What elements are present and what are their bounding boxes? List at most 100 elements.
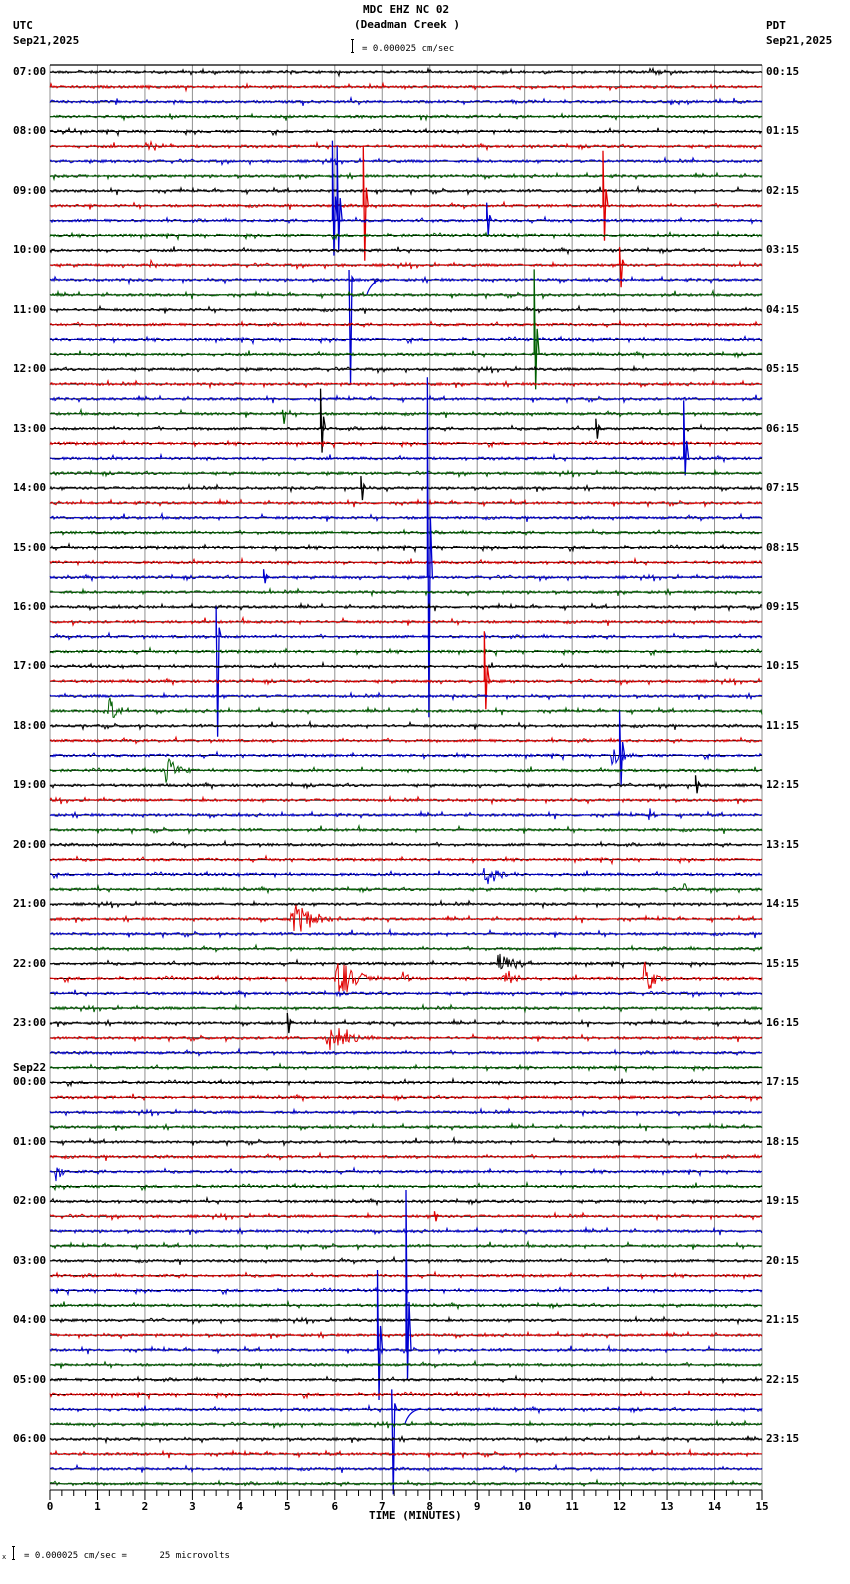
trace-row xyxy=(49,423,763,433)
trace-row xyxy=(49,735,763,745)
trace-row xyxy=(49,1374,763,1385)
trace-row xyxy=(49,468,763,479)
pdt-time-label: 11:15 xyxy=(766,718,800,732)
right-date: Sep21,2025 xyxy=(766,34,833,47)
utc-time-label: 19:00 xyxy=(13,778,47,792)
trace-row xyxy=(49,943,763,953)
trace-row xyxy=(49,556,763,567)
x-tick-label: 4 xyxy=(237,1500,244,1513)
trace-row xyxy=(49,528,763,536)
trace-row xyxy=(49,407,763,419)
trace-row xyxy=(49,319,763,329)
x-tick-label: 11 xyxy=(566,1500,580,1513)
utc-time-label: 11:00 xyxy=(13,302,47,316)
trace-row xyxy=(49,854,763,866)
x-tick-label: 15 xyxy=(755,1500,768,1513)
trace-row xyxy=(49,697,763,719)
trace-row xyxy=(49,677,763,687)
utc-time-label: 20:00 xyxy=(13,837,47,851)
trace-row xyxy=(49,953,763,970)
trace-row xyxy=(49,899,763,910)
footer-prefix: x xyxy=(2,1553,7,1561)
trace-row xyxy=(49,631,763,641)
trace-row xyxy=(49,868,763,885)
scale-bar-icon xyxy=(351,39,354,53)
trace-row xyxy=(49,1062,763,1074)
trace-row xyxy=(49,511,763,523)
utc-time-label: 03:00 xyxy=(13,1253,47,1267)
trace-row xyxy=(49,246,763,256)
x-tick-label: 3 xyxy=(189,1500,196,1513)
utc-time-label: 17:00 xyxy=(13,659,47,673)
pdt-time-label: 22:15 xyxy=(766,1372,800,1386)
trace-row xyxy=(49,482,763,494)
utc-time-label: 15:00 xyxy=(13,540,47,554)
pdt-time-label: 13:15 xyxy=(766,837,800,851)
trace-row xyxy=(49,927,763,939)
pdt-time-label: 06:15 xyxy=(766,421,800,435)
trace-row xyxy=(49,304,762,314)
trace-row xyxy=(49,258,763,271)
trace-row xyxy=(49,1002,763,1014)
trace-row xyxy=(49,364,763,375)
trace-row xyxy=(49,1166,762,1182)
trace-row xyxy=(49,1017,763,1028)
trace-row xyxy=(49,839,763,849)
date-change-label: Sep22 xyxy=(13,1061,47,1075)
utc-time-label: 14:00 xyxy=(13,481,47,495)
trace-row xyxy=(49,615,763,627)
utc-time-label: 04:00 xyxy=(13,1313,47,1327)
trace-row xyxy=(49,587,763,598)
trace-row xyxy=(49,1390,763,1401)
pdt-time-label: 15:15 xyxy=(766,956,800,970)
trace-row xyxy=(49,795,763,806)
trace-row xyxy=(49,66,763,78)
trace-row xyxy=(49,808,763,821)
pdt-time-label: 08:15 xyxy=(766,540,800,554)
trace-row xyxy=(49,200,763,210)
left-date: Sep21,2025 xyxy=(13,34,80,47)
trace-row xyxy=(49,1028,762,1051)
utc-time-label: 00:00 xyxy=(13,1075,47,1089)
trace-row xyxy=(49,904,763,932)
trace-row xyxy=(49,275,763,286)
x-axis-title: TIME (MINUTES) xyxy=(369,1509,462,1522)
trace-row xyxy=(49,1359,763,1370)
utc-time-label: 05:00 xyxy=(13,1372,47,1386)
x-tick-label: 5 xyxy=(284,1500,291,1513)
pdt-time-label: 03:15 xyxy=(766,243,800,257)
x-tick-label: 2 xyxy=(142,1500,149,1513)
trace-row xyxy=(50,350,763,360)
pdt-time-label: 14:15 xyxy=(766,897,800,911)
trace-row xyxy=(49,288,763,301)
footer-scale-bar-icon xyxy=(12,1546,15,1560)
right-timezone: PDT xyxy=(766,19,786,32)
trace-row xyxy=(49,378,763,390)
pdt-time-label: 20:15 xyxy=(766,1253,800,1267)
x-tick-label: 12 xyxy=(613,1500,626,1513)
trace-row xyxy=(49,81,763,93)
trace-row xyxy=(49,691,763,702)
pdt-time-label: 04:15 xyxy=(766,302,800,316)
trace-row xyxy=(49,156,763,167)
pdt-time-label: 17:15 xyxy=(766,1075,800,1089)
pdt-time-label: 07:15 xyxy=(766,481,800,495)
trace-row xyxy=(49,573,762,583)
utc-time-label: 07:00 xyxy=(13,65,47,78)
utc-time-label: 13:00 xyxy=(13,421,47,435)
trace-row xyxy=(49,1136,763,1148)
utc-time-label: 18:00 xyxy=(13,718,47,732)
trace-row xyxy=(49,719,763,731)
pdt-time-label: 23:15 xyxy=(766,1432,800,1446)
pdt-time-label: 10:15 xyxy=(766,659,800,673)
trace-row xyxy=(49,1447,763,1460)
x-tick-label: 9 xyxy=(474,1500,481,1513)
trace-row xyxy=(49,989,763,999)
trace-row xyxy=(49,961,763,993)
utc-time-label: 10:00 xyxy=(13,243,47,257)
trace-row xyxy=(49,1478,763,1488)
pdt-time-label: 05:15 xyxy=(766,362,800,376)
trace-row xyxy=(49,1180,763,1192)
trace-row xyxy=(49,646,763,658)
trace-row xyxy=(49,749,763,767)
